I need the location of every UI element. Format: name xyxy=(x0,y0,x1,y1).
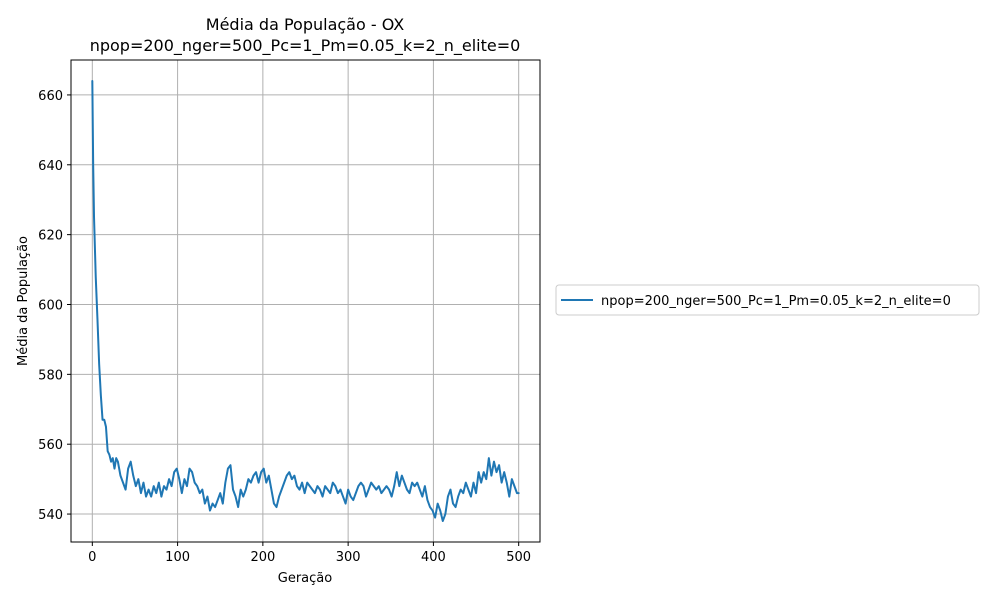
series-line xyxy=(91,79,520,523)
x-tick-label: 0 xyxy=(88,550,96,565)
plot-frame xyxy=(70,59,541,543)
x-tick-label: 500 xyxy=(506,550,531,565)
axis-ticks: 0 100 200 300 400 500 540 560 580 600 620 640 660 xyxy=(38,89,531,565)
y-tick-label: 580 xyxy=(38,368,63,383)
x-tick-label: 100 xyxy=(165,550,190,565)
x-tick-label: 200 xyxy=(250,550,275,565)
x-tick-label: 300 xyxy=(336,550,361,565)
x-axis-label: Geração xyxy=(278,571,332,586)
y-tick-label: 620 xyxy=(38,229,63,244)
chart-subtitle: npop=200_nger=500_Pc=1_Pm=0.05_k=2_n_eli… xyxy=(90,36,521,56)
legend-box xyxy=(555,284,980,316)
y-tick-label: 660 xyxy=(38,89,63,104)
legend-label: npop=200_nger=500_Pc=1_Pm=0.05_k=2_n_eli… xyxy=(601,294,951,309)
x-tick-label: 400 xyxy=(421,550,446,565)
y-tick-label: 540 xyxy=(38,508,63,523)
y-axis-label: Média da População xyxy=(16,236,31,366)
y-tick-label: 600 xyxy=(38,298,63,313)
legend: npop=200_nger=500_Pc=1_Pm=0.05_k=2_n_eli… xyxy=(555,284,980,316)
y-tick-label: 560 xyxy=(38,438,63,453)
grid-lines xyxy=(71,60,540,542)
y-tick-label: 640 xyxy=(38,159,63,174)
chart-title: Média da População - OX xyxy=(206,15,405,34)
